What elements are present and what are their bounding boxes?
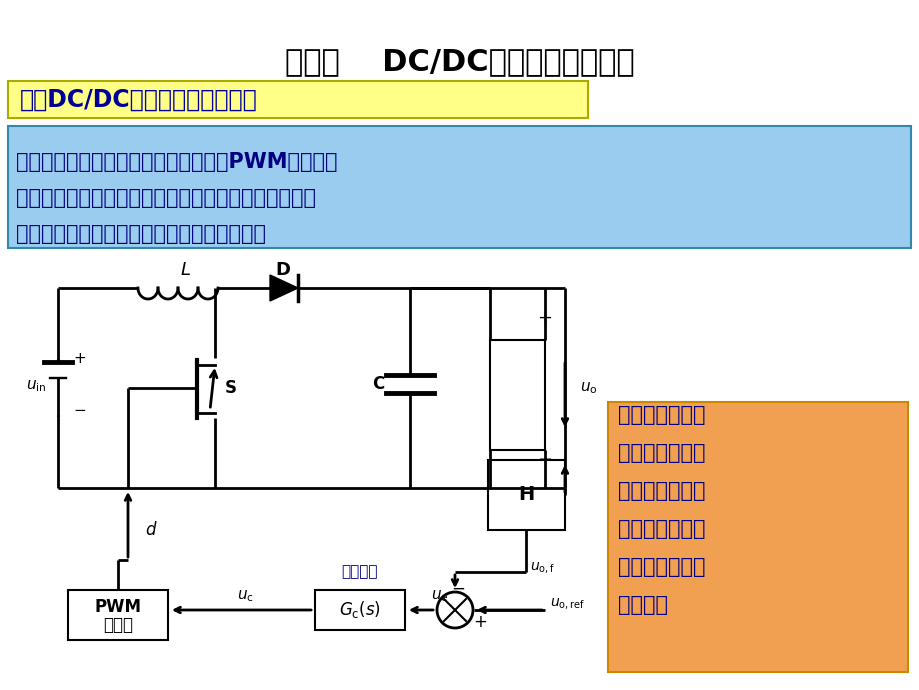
Polygon shape xyxy=(269,275,298,301)
Text: $-$: $-$ xyxy=(537,449,552,467)
Text: 补偿网络: 补偿网络 xyxy=(341,564,378,580)
Text: 第二章    DC/DC变换器的动态建模: 第二章 DC/DC变换器的动态建模 xyxy=(285,48,634,77)
Text: $u_{\rm o,ref}$: $u_{\rm o,ref}$ xyxy=(550,598,584,613)
FancyBboxPatch shape xyxy=(314,590,404,630)
Text: $-$: $-$ xyxy=(74,400,86,415)
Text: $u_{\rm in}$: $u_{\rm in}$ xyxy=(26,378,46,394)
Text: $u_{\rm c}$: $u_{\rm c}$ xyxy=(236,588,253,604)
FancyBboxPatch shape xyxy=(68,590,168,640)
Text: PWM: PWM xyxy=(95,598,142,616)
Text: $-$: $-$ xyxy=(450,579,465,597)
Text: 动态数学模型，: 动态数学模型， xyxy=(618,443,705,463)
Text: 再应用经典控制: 再应用经典控制 xyxy=(618,519,705,539)
Text: $u_{\rm o,f}$: $u_{\rm o,f}$ xyxy=(529,560,555,575)
Text: C: C xyxy=(371,375,384,393)
Text: 和动态性能的好坏与反馈控制设计密切相关。: 和动态性能的好坏与反馈控制设计密切相关。 xyxy=(16,224,266,244)
Text: 调制器: 调制器 xyxy=(103,616,133,634)
Text: 理论进行补偿网: 理论进行补偿网 xyxy=(618,557,705,577)
Text: $G_{\rm c}(s)$: $G_{\rm c}(s)$ xyxy=(338,600,380,620)
Text: $L$: $L$ xyxy=(179,261,190,279)
Text: $+$: $+$ xyxy=(74,351,86,366)
Text: 先建立被控对象: 先建立被控对象 xyxy=(618,405,705,425)
Text: $\bf D$: $\bf D$ xyxy=(275,261,290,279)
Bar xyxy=(490,340,544,450)
Text: 反馈控制单元、驱动电路等组成。电力电子系统的静态: 反馈控制单元、驱动电路等组成。电力电子系统的静态 xyxy=(16,188,315,208)
Text: $+$: $+$ xyxy=(472,613,486,631)
Text: $u_{\rm e}$: $u_{\rm e}$ xyxy=(431,588,448,604)
FancyBboxPatch shape xyxy=(8,126,910,248)
Text: 电力电子系统一般由电力电子变换器、PWM调制器、: 电力电子系统一般由电力电子变换器、PWM调制器、 xyxy=(16,152,337,172)
Text: $u_{\rm o}$: $u_{\rm o}$ xyxy=(579,380,597,396)
Text: 一、DC/DC变换器闭环控制系统: 一、DC/DC变换器闭环控制系统 xyxy=(20,88,257,112)
Text: S: S xyxy=(225,379,237,397)
FancyBboxPatch shape xyxy=(8,81,587,118)
Text: 得到传递函数，: 得到传递函数， xyxy=(618,481,705,501)
Text: H: H xyxy=(517,486,534,504)
Text: 络设计。: 络设计。 xyxy=(618,595,667,615)
Text: $+$: $+$ xyxy=(537,309,552,327)
FancyBboxPatch shape xyxy=(607,402,907,672)
FancyBboxPatch shape xyxy=(487,460,564,530)
Text: $d$: $d$ xyxy=(145,521,157,539)
